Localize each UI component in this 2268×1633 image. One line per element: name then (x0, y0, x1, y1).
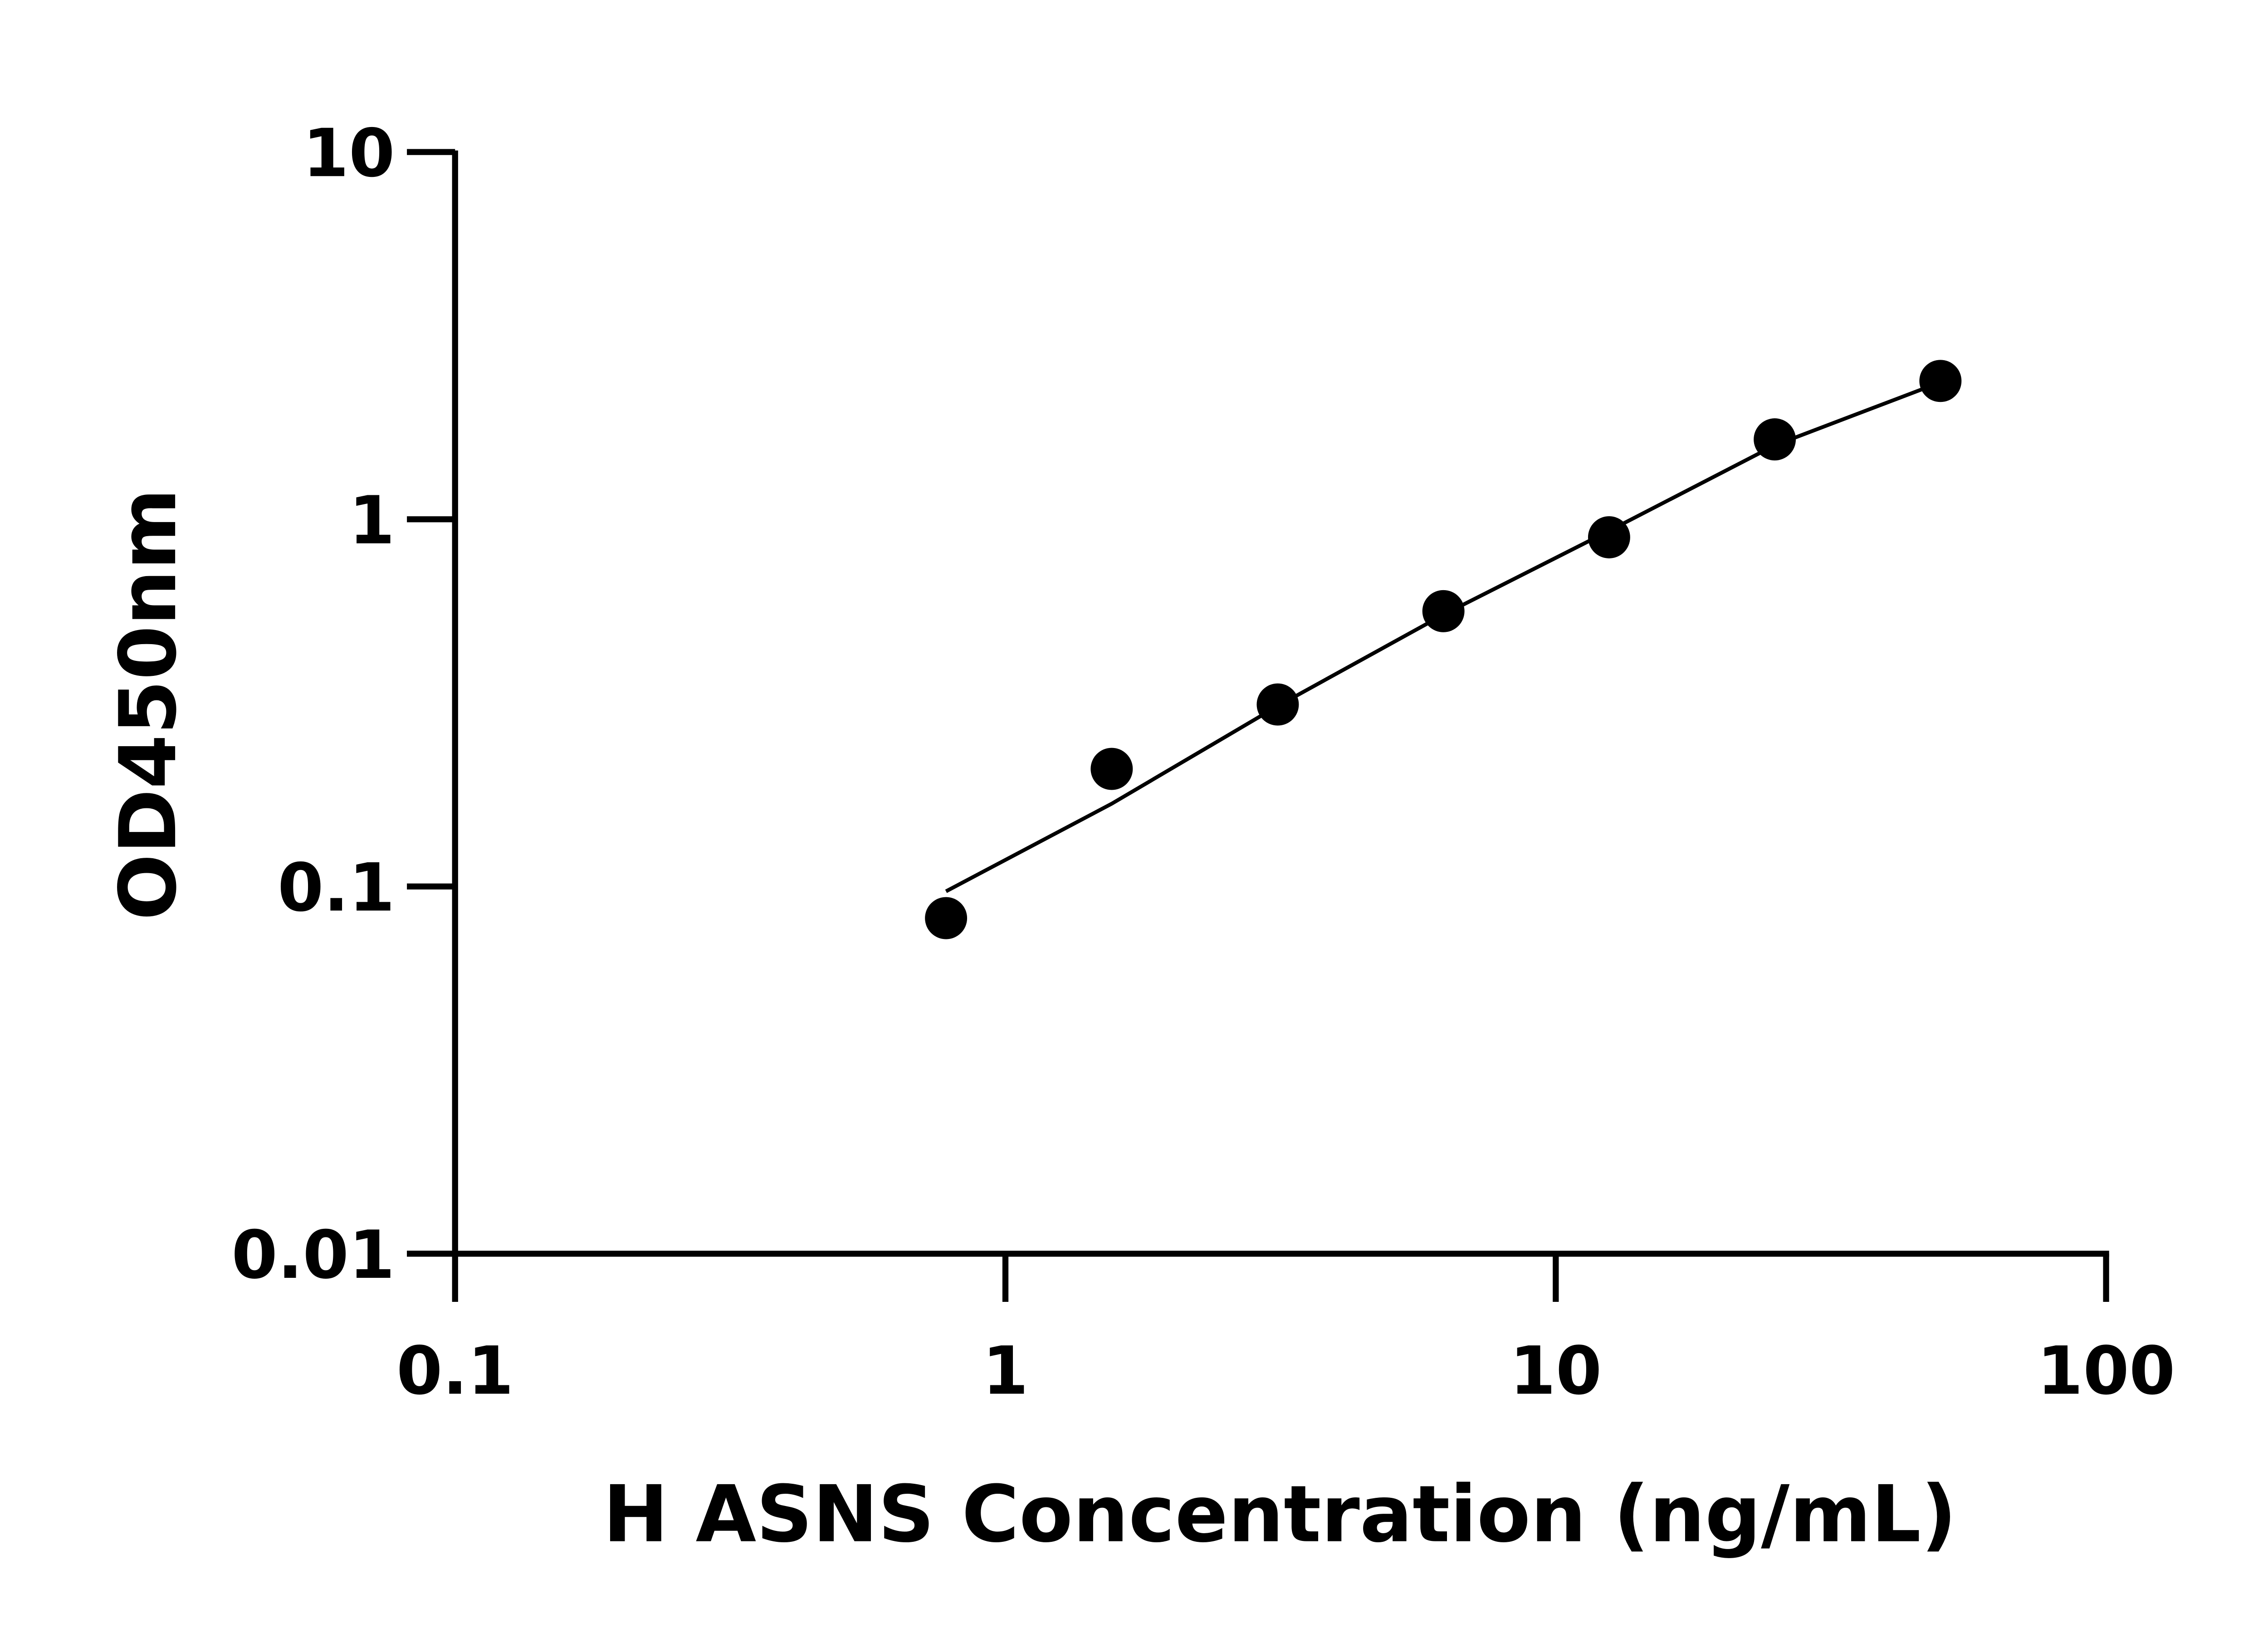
x-tick-label: 10 (1510, 1332, 1602, 1409)
y-tick-label: 0.1 (278, 849, 395, 926)
x-tick-label: 100 (2037, 1332, 2175, 1409)
data-point (1090, 748, 1133, 790)
data-point (1754, 418, 1796, 461)
y-tick-label: 10 (303, 115, 395, 192)
fit-curve (945, 380, 1941, 893)
data-point (1919, 360, 1962, 402)
data-point (1256, 683, 1299, 726)
y-axis-label: OD450nm (103, 489, 194, 921)
data-point (1422, 590, 1465, 632)
axes (407, 150, 2109, 1257)
y-ticks: 0.01 0.1 1 10 (231, 115, 455, 1294)
y-tick-label: 1 (349, 482, 395, 559)
x-ticks: 0.1 1 10 100 (396, 1253, 2175, 1409)
x-axis-label: H ASNS Concentration (ng/mL) (603, 1469, 1957, 1560)
x-tick-label: 0.1 (396, 1332, 514, 1409)
data-point (1588, 516, 1630, 558)
data-points (925, 360, 1962, 939)
y-tick-label: 0.01 (231, 1217, 395, 1294)
x-tick-label: 1 (982, 1332, 1029, 1409)
data-point (925, 897, 968, 939)
